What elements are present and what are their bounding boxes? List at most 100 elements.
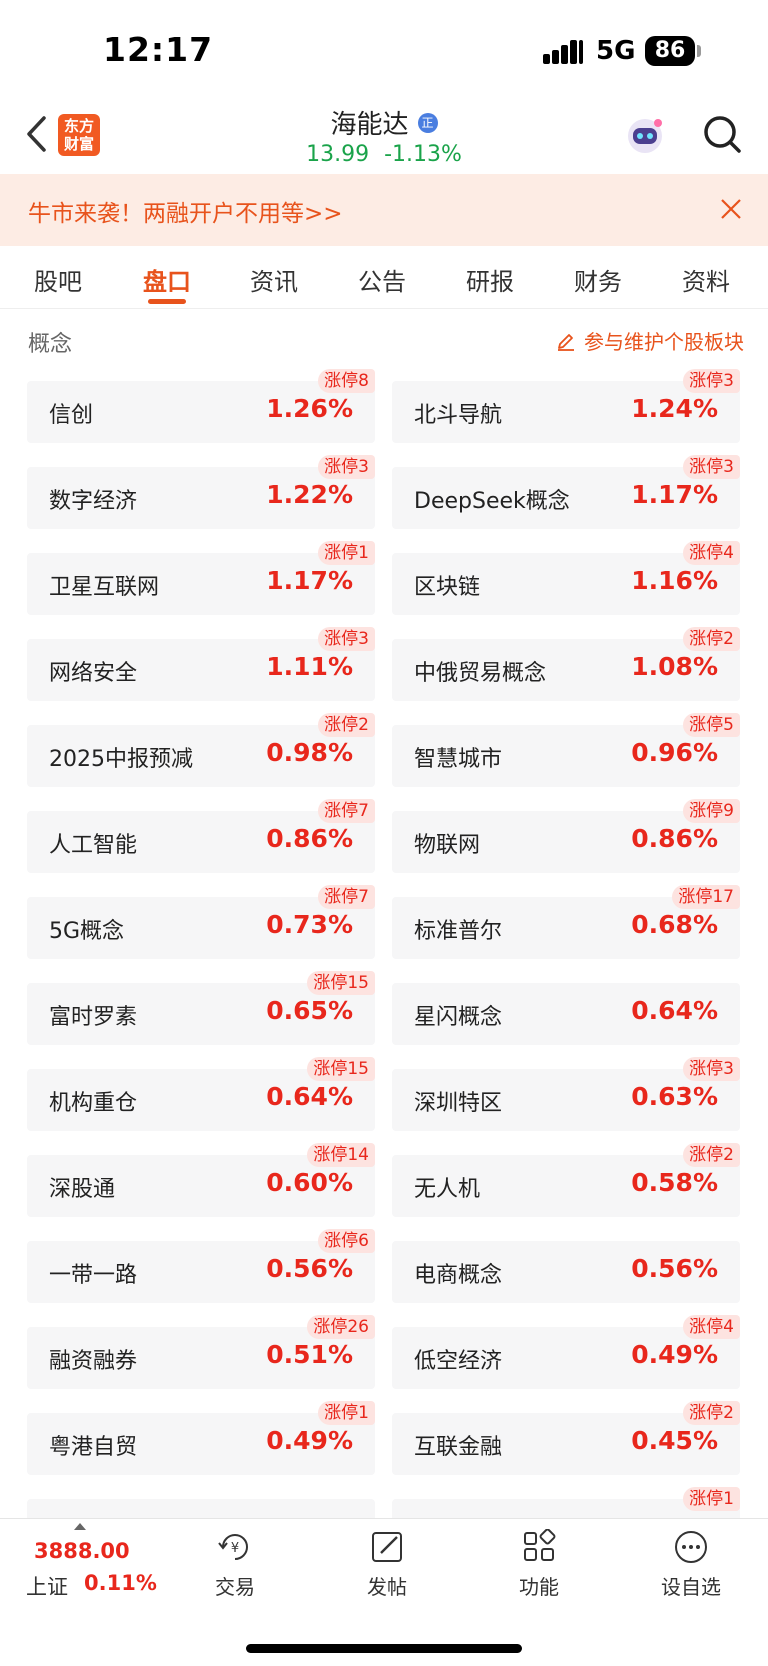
- tab-announcements[interactable]: 公告: [358, 268, 406, 296]
- nav-trade-label[interactable]: 交易: [215, 1575, 255, 1599]
- limit-up-badge: 涨停2: [318, 713, 375, 737]
- nav-add-watchlist[interactable]: 设自选: [641, 1529, 741, 1600]
- concept-card[interactable]: 无人机 0.58% 涨停2: [392, 1143, 740, 1217]
- home-indicator: [246, 1644, 522, 1653]
- concept-name: 互联金融: [414, 1435, 503, 1460]
- index-name[interactable]: 上证: [26, 1575, 68, 1599]
- concept-card[interactable]: 融资融券 0.51% 涨停26: [27, 1315, 375, 1389]
- concept-change-pct: 0.49%: [631, 1340, 718, 1369]
- concept-change-pct: 0.98%: [266, 738, 353, 767]
- concept-change-pct: 0.86%: [631, 824, 718, 853]
- limit-up-badge: 涨停1: [318, 541, 375, 565]
- concept-name: 数字经济: [49, 489, 138, 514]
- concept-card[interactable]: DeepSeek概念 1.17% 涨停3: [392, 455, 740, 529]
- stock-name: 海能达: [330, 110, 409, 140]
- concept-card[interactable]: 区块链 1.16% 涨停4: [392, 541, 740, 615]
- concept-card[interactable]: 星闪概念 0.64%: [392, 983, 740, 1045]
- maintain-sectors-link[interactable]: 参与维护个股板块: [556, 326, 744, 355]
- active-tab-indicator: [148, 299, 186, 304]
- promo-banner[interactable]: 牛市来袭！两融开户不用等>>: [0, 174, 768, 246]
- concept-name: 粤港自贸: [49, 1435, 138, 1460]
- promo-banner-text[interactable]: 牛市来袭！两融开户不用等>>: [28, 201, 343, 227]
- nav-trade[interactable]: ¥ 交易: [185, 1529, 285, 1600]
- concept-card[interactable]: 网络安全 1.11% 涨停3: [27, 627, 375, 701]
- concept-name: 电商概念: [414, 1263, 503, 1288]
- robot-assistant-icon[interactable]: [624, 114, 666, 156]
- network-type: 5G: [596, 36, 636, 66]
- concept-card[interactable]: 中俄贸易概念 1.08% 涨停2: [392, 627, 740, 701]
- expand-up-icon[interactable]: [74, 1523, 86, 1530]
- limit-up-badge: 涨停15: [307, 971, 375, 995]
- concept-card[interactable]: 2025中报预减 0.98% 涨停2: [27, 713, 375, 787]
- concept-card[interactable]: 粤港自贸 0.49% 涨停1: [27, 1401, 375, 1475]
- search-icon[interactable]: [702, 114, 742, 154]
- limit-up-badge: 涨停4: [683, 541, 740, 565]
- concept-card[interactable]: 标准普尔 0.68% 涨停17: [392, 885, 740, 959]
- concept-change-pct: 0.65%: [266, 996, 353, 1025]
- tab-finance[interactable]: 财务: [574, 268, 622, 296]
- concept-name: 深圳特区: [414, 1091, 503, 1116]
- tab-news[interactable]: 资讯: [250, 268, 298, 296]
- nav-functions[interactable]: 功能: [489, 1529, 589, 1600]
- concept-card[interactable]: 互联金融 0.45% 涨停2: [392, 1401, 740, 1475]
- edit-icon: [558, 333, 574, 351]
- tab-bar: 股吧 盘口 资讯 公告 研报 财务 资料: [0, 246, 768, 309]
- concept-card[interactable]: 深股通 0.60% 涨停14: [27, 1143, 375, 1217]
- limit-up-badge: 涨停4: [683, 1315, 740, 1339]
- limit-up-badge: 涨停9: [683, 799, 740, 823]
- tab-guba[interactable]: 股吧: [34, 268, 82, 296]
- concept-card[interactable]: 智慧城市 0.96% 涨停5: [392, 713, 740, 787]
- more-icon: [675, 1531, 707, 1563]
- concept-change-pct: 1.24%: [631, 394, 718, 423]
- concept-change-pct: 0.64%: [631, 996, 718, 1025]
- concept-card[interactable]: 电商概念 0.56%: [392, 1241, 740, 1303]
- back-icon[interactable]: [24, 114, 50, 154]
- index-pct[interactable]: 0.11%: [84, 1571, 157, 1595]
- limit-up-badge: 涨停26: [307, 1315, 375, 1339]
- concept-card[interactable]: 人工智能 0.86% 涨停7: [27, 799, 375, 873]
- nav-functions-label[interactable]: 功能: [519, 1575, 559, 1599]
- concept-name: 中俄贸易概念: [414, 661, 547, 686]
- concept-card[interactable]: 物联网 0.86% 涨停9: [392, 799, 740, 873]
- limit-up-badge: 涨停2: [683, 627, 740, 651]
- concept-card[interactable]: 5G概念 0.73% 涨停7: [27, 885, 375, 959]
- app-logo[interactable]: 东方 财富: [58, 114, 100, 156]
- grid-icon: [524, 1529, 556, 1561]
- status-bar: 12:17 5G 86: [0, 0, 768, 100]
- concept-card[interactable]: 深圳特区 0.63% 涨停3: [392, 1057, 740, 1131]
- concept-name: 融资融券: [49, 1349, 138, 1374]
- limit-up-badge: 涨停7: [318, 885, 375, 909]
- concept-card[interactable]: 数字经济 1.22% 涨停3: [27, 455, 375, 529]
- stock-header: 东方 财富 海能达 正 13.99 -1.13%: [0, 100, 768, 174]
- concept-change-pct: 0.96%: [631, 738, 718, 767]
- concept-name: 智慧城市: [414, 747, 503, 772]
- concept-card[interactable]: 北斗导航 1.24% 涨停3: [392, 369, 740, 443]
- concept-name: 机构重仓: [49, 1091, 138, 1116]
- section-title: 概念: [28, 332, 73, 357]
- concept-card[interactable]: 机构重仓 0.64% 涨停15: [27, 1057, 375, 1131]
- concept-change-pct: 0.86%: [266, 824, 353, 853]
- concept-card[interactable]: 一带一路 0.56% 涨停6: [27, 1229, 375, 1303]
- concept-card[interactable]: 信创 1.26% 涨停8: [27, 369, 375, 443]
- concept-card[interactable]: 富时罗素 0.65% 涨停15: [27, 971, 375, 1045]
- limit-up-badge: 涨停1: [318, 1401, 375, 1425]
- concept-name: 5G概念: [49, 919, 125, 944]
- concept-card[interactable]: 卫星互联网 1.17% 涨停1: [27, 541, 375, 615]
- tab-profile[interactable]: 资料: [682, 268, 730, 296]
- limit-up-badge: 涨停6: [318, 1229, 375, 1253]
- concept-card[interactable]: 低空经济 0.49% 涨停4: [392, 1315, 740, 1389]
- tab-pankou[interactable]: 盘口: [143, 268, 191, 296]
- close-icon[interactable]: [720, 198, 742, 220]
- maintain-sectors-label[interactable]: 参与维护个股板块: [584, 330, 744, 354]
- tab-research[interactable]: 研报: [466, 268, 514, 296]
- concept-name: 一带一路: [49, 1263, 138, 1288]
- concept-name: 标准普尔: [414, 919, 503, 944]
- nav-post-label[interactable]: 发帖: [367, 1575, 407, 1599]
- concept-name: 网络安全: [49, 661, 138, 686]
- concept-change-pct: 0.60%: [266, 1168, 353, 1197]
- nav-post[interactable]: 发帖: [337, 1529, 437, 1600]
- stock-price: 13.99: [306, 142, 370, 167]
- nav-add-watchlist-label[interactable]: 设自选: [661, 1575, 721, 1599]
- concept-name: 卫星互联网: [49, 575, 160, 600]
- index-value[interactable]: 3888.00: [34, 1539, 130, 1563]
